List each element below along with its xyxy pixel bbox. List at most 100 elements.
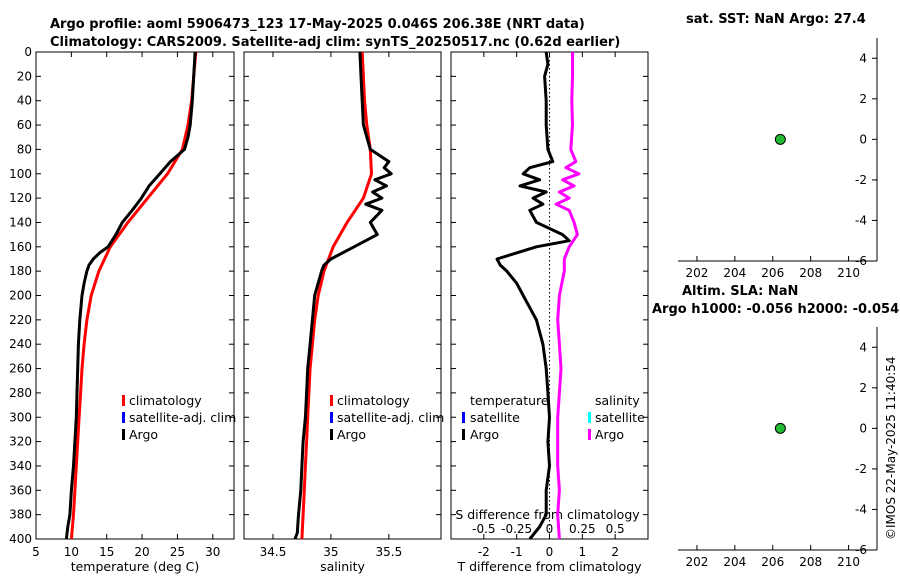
x-tick-label: 208	[799, 266, 822, 280]
depth-tick-label: 160	[9, 240, 32, 254]
depth-tick-label: 220	[9, 313, 32, 327]
legend-label: Argo	[470, 427, 499, 442]
sst-panel-title: sat. SST: NaN Argo: 27.4	[686, 12, 866, 27]
x-tick-label: 30	[205, 545, 220, 559]
salinity-climatology-line	[300, 51, 373, 540]
x-tick-label: 206	[761, 555, 784, 569]
depth-tick-label: 240	[9, 337, 32, 351]
legend-swatch	[122, 412, 125, 423]
x-tick-label: 5	[32, 545, 40, 559]
legend-swatch	[330, 395, 333, 406]
depth-tick-label: 400	[9, 532, 32, 546]
legend-swatch	[330, 412, 333, 423]
title-line-2: Climatology: CARS2009. Satellite-adj cli…	[50, 35, 620, 50]
depth-tick-label: 60	[17, 118, 32, 132]
legend-label: satellite	[595, 410, 645, 425]
x-tick-label: 1	[579, 545, 587, 559]
depth-tick-label: 260	[9, 362, 32, 376]
legend-label: satellite-adj. clim	[129, 410, 236, 425]
depth-tick-label: 200	[9, 289, 32, 303]
y-tick-label: 2	[859, 92, 867, 106]
temperature-plot-frame	[35, 51, 235, 540]
legend-label: satellite-adj. clim	[337, 410, 444, 425]
profile-location-point	[774, 422, 786, 434]
x-tick-label: 202	[685, 555, 708, 569]
x-tick-label: 10	[64, 545, 79, 559]
legend-label: Argo	[337, 427, 366, 442]
y-tick-label: -4	[855, 502, 867, 516]
legend-label: Argo	[595, 427, 624, 442]
x-tick-label: 210	[837, 266, 860, 280]
depth-tick-label: 100	[9, 167, 32, 181]
y-tick-label: 2	[859, 381, 867, 395]
depth-tick-label: 0	[24, 45, 32, 59]
temperature-climatology-line	[69, 51, 198, 540]
legend-label: Argo	[129, 427, 158, 442]
x-tick-label: -2	[478, 545, 490, 559]
x-tick-label: 208	[799, 555, 822, 569]
legend-label: climatology	[337, 393, 410, 408]
y-tick-label: -6	[855, 543, 867, 557]
s-diff-tick-label: 0	[546, 522, 554, 536]
depth-tick-label: 280	[9, 386, 32, 400]
legend-header-salinity: salinity	[595, 393, 640, 408]
depth-tick-label: 80	[17, 142, 32, 156]
x-tick-label: 202	[685, 266, 708, 280]
y-tick-label: -2	[855, 462, 867, 476]
s-diff-tick-label: -0.25	[501, 522, 532, 536]
x-tick-label: 25	[170, 545, 185, 559]
y-tick-label: -6	[855, 254, 867, 268]
difference-x-axis-label: T difference from climatology	[456, 559, 642, 574]
legend-swatch	[122, 429, 125, 440]
y-tick-label: 0	[859, 421, 867, 435]
depth-tick-label: 320	[9, 435, 32, 449]
legend-swatch	[330, 429, 333, 440]
legend-swatch	[588, 412, 591, 423]
depth-tick-label: 140	[9, 215, 32, 229]
salinity-argo-line	[293, 51, 393, 540]
depth-tick-label: 180	[9, 264, 32, 278]
x-tick-label: 206	[761, 266, 784, 280]
s-diff-tick-label: 0.5	[606, 522, 625, 536]
y-tick-label: 4	[859, 340, 867, 354]
title-line-1: Argo profile: aoml 5906473_123 17-May-20…	[50, 17, 585, 32]
temperature-x-axis-label: temperature (deg C)	[71, 559, 200, 574]
x-tick-label: 35	[323, 545, 338, 559]
s-diff-tick-label: 0.25	[569, 522, 596, 536]
x-tick-label: -1	[511, 545, 523, 559]
legend-swatch	[462, 412, 465, 423]
legend-label: satellite	[470, 410, 520, 425]
s-diff-axis-label: S difference from climatology	[455, 507, 640, 522]
x-tick-label: 204	[723, 266, 746, 280]
legend-swatch	[588, 429, 591, 440]
depth-tick-label: 40	[17, 94, 32, 108]
depth-tick-label: 340	[9, 459, 32, 473]
temperature-argo-line	[64, 51, 197, 540]
legend-swatch	[122, 395, 125, 406]
depth-tick-label: 380	[9, 508, 32, 522]
x-tick-label: 0	[546, 545, 554, 559]
legend-swatch	[462, 429, 465, 440]
temperature-difference-line	[495, 51, 571, 540]
sla-panel-title-1: Altim. SLA: NaN	[682, 284, 798, 299]
s-diff-tick-label: -0.5	[472, 522, 495, 536]
x-tick-label: 35.5	[375, 545, 402, 559]
depth-tick-label: 360	[9, 483, 32, 497]
timestamp-stamp: ©IMOS 22-May-2025 11:40:54	[884, 356, 898, 540]
x-tick-label: 34.5	[260, 545, 287, 559]
depth-tick-label: 300	[9, 410, 32, 424]
legend-label: climatology	[129, 393, 202, 408]
salinity-x-axis-label: salinity	[320, 559, 365, 574]
salinity-difference-line	[554, 52, 581, 540]
x-tick-label: 204	[723, 555, 746, 569]
x-tick-label: 2	[611, 545, 619, 559]
depth-tick-label: 20	[17, 69, 32, 83]
x-tick-label: 15	[99, 545, 114, 559]
sla-panel-title-2: Argo h1000: -0.056 h2000: -0.054	[652, 302, 899, 317]
x-tick-label: 210	[837, 555, 860, 569]
legend-header-temperature: temperature	[470, 393, 549, 408]
x-tick-label: 20	[134, 545, 149, 559]
y-tick-label: 0	[859, 132, 867, 146]
salinity-plot-frame	[243, 51, 442, 540]
